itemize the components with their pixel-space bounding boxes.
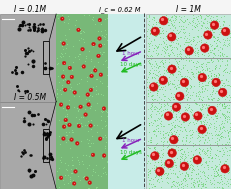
Circle shape — [180, 162, 188, 170]
Text: I = 0.1M: I = 0.1M — [14, 5, 46, 15]
Circle shape — [156, 167, 164, 176]
Circle shape — [63, 88, 67, 92]
Circle shape — [219, 88, 227, 97]
Circle shape — [88, 181, 91, 184]
Circle shape — [81, 47, 84, 51]
Circle shape — [70, 75, 74, 79]
FancyBboxPatch shape — [108, 101, 146, 189]
Circle shape — [168, 65, 176, 73]
Circle shape — [170, 136, 178, 144]
FancyBboxPatch shape — [0, 101, 56, 189]
Circle shape — [92, 42, 95, 46]
Circle shape — [68, 123, 71, 127]
Text: 1 hour: 1 hour — [122, 51, 140, 56]
Circle shape — [59, 176, 63, 180]
Circle shape — [68, 66, 72, 70]
Circle shape — [193, 156, 201, 164]
Circle shape — [61, 75, 65, 78]
Circle shape — [98, 18, 102, 22]
Circle shape — [62, 42, 65, 45]
Circle shape — [64, 118, 67, 122]
Circle shape — [73, 91, 76, 94]
Circle shape — [102, 154, 106, 157]
Circle shape — [212, 78, 220, 87]
Circle shape — [77, 28, 80, 32]
Circle shape — [164, 112, 173, 120]
Circle shape — [87, 103, 90, 106]
FancyBboxPatch shape — [146, 101, 231, 145]
Circle shape — [62, 61, 66, 65]
Circle shape — [86, 93, 90, 96]
FancyBboxPatch shape — [0, 14, 56, 101]
Circle shape — [159, 17, 168, 25]
Circle shape — [98, 44, 102, 47]
FancyBboxPatch shape — [146, 145, 231, 189]
Circle shape — [165, 159, 173, 168]
Circle shape — [97, 54, 100, 58]
Text: I = 0.5M: I = 0.5M — [14, 93, 46, 102]
FancyBboxPatch shape — [56, 101, 108, 189]
Circle shape — [201, 44, 209, 52]
Circle shape — [198, 73, 207, 82]
Circle shape — [102, 107, 106, 110]
Text: 10 days: 10 days — [120, 62, 141, 67]
Circle shape — [98, 137, 102, 141]
Circle shape — [180, 78, 189, 87]
FancyBboxPatch shape — [146, 14, 231, 58]
FancyBboxPatch shape — [56, 14, 108, 101]
Circle shape — [79, 105, 82, 108]
Circle shape — [151, 152, 159, 160]
Circle shape — [208, 106, 216, 115]
Circle shape — [77, 124, 81, 128]
Circle shape — [198, 125, 206, 134]
Circle shape — [67, 80, 70, 84]
Circle shape — [181, 113, 190, 121]
Circle shape — [168, 149, 176, 157]
FancyBboxPatch shape — [108, 14, 146, 101]
Circle shape — [149, 83, 158, 91]
Circle shape — [62, 125, 66, 129]
Circle shape — [91, 153, 95, 157]
Circle shape — [90, 74, 93, 78]
Circle shape — [204, 31, 212, 39]
Text: I = 1M: I = 1M — [176, 5, 201, 15]
Circle shape — [210, 21, 219, 29]
Circle shape — [89, 88, 93, 92]
Circle shape — [59, 103, 63, 106]
Text: I_c = 0.62 M: I_c = 0.62 M — [99, 7, 140, 13]
Circle shape — [62, 137, 65, 140]
Circle shape — [61, 17, 64, 21]
Circle shape — [74, 170, 77, 173]
Circle shape — [76, 142, 79, 145]
Circle shape — [94, 69, 97, 72]
Circle shape — [98, 37, 101, 40]
Circle shape — [89, 124, 92, 127]
Circle shape — [82, 65, 85, 68]
Circle shape — [176, 92, 184, 100]
Circle shape — [72, 182, 76, 185]
Text: 10 days: 10 days — [120, 150, 141, 155]
Circle shape — [221, 165, 229, 173]
Circle shape — [66, 106, 70, 109]
Circle shape — [222, 27, 230, 36]
Circle shape — [99, 73, 103, 77]
Circle shape — [167, 33, 176, 41]
Circle shape — [172, 103, 181, 111]
Circle shape — [159, 76, 167, 84]
Circle shape — [151, 27, 159, 36]
Circle shape — [185, 46, 193, 55]
Text: 1 hour: 1 hour — [122, 138, 140, 143]
FancyBboxPatch shape — [146, 58, 231, 101]
Circle shape — [194, 112, 202, 120]
Circle shape — [85, 177, 88, 180]
Circle shape — [70, 138, 73, 141]
Circle shape — [84, 113, 87, 116]
